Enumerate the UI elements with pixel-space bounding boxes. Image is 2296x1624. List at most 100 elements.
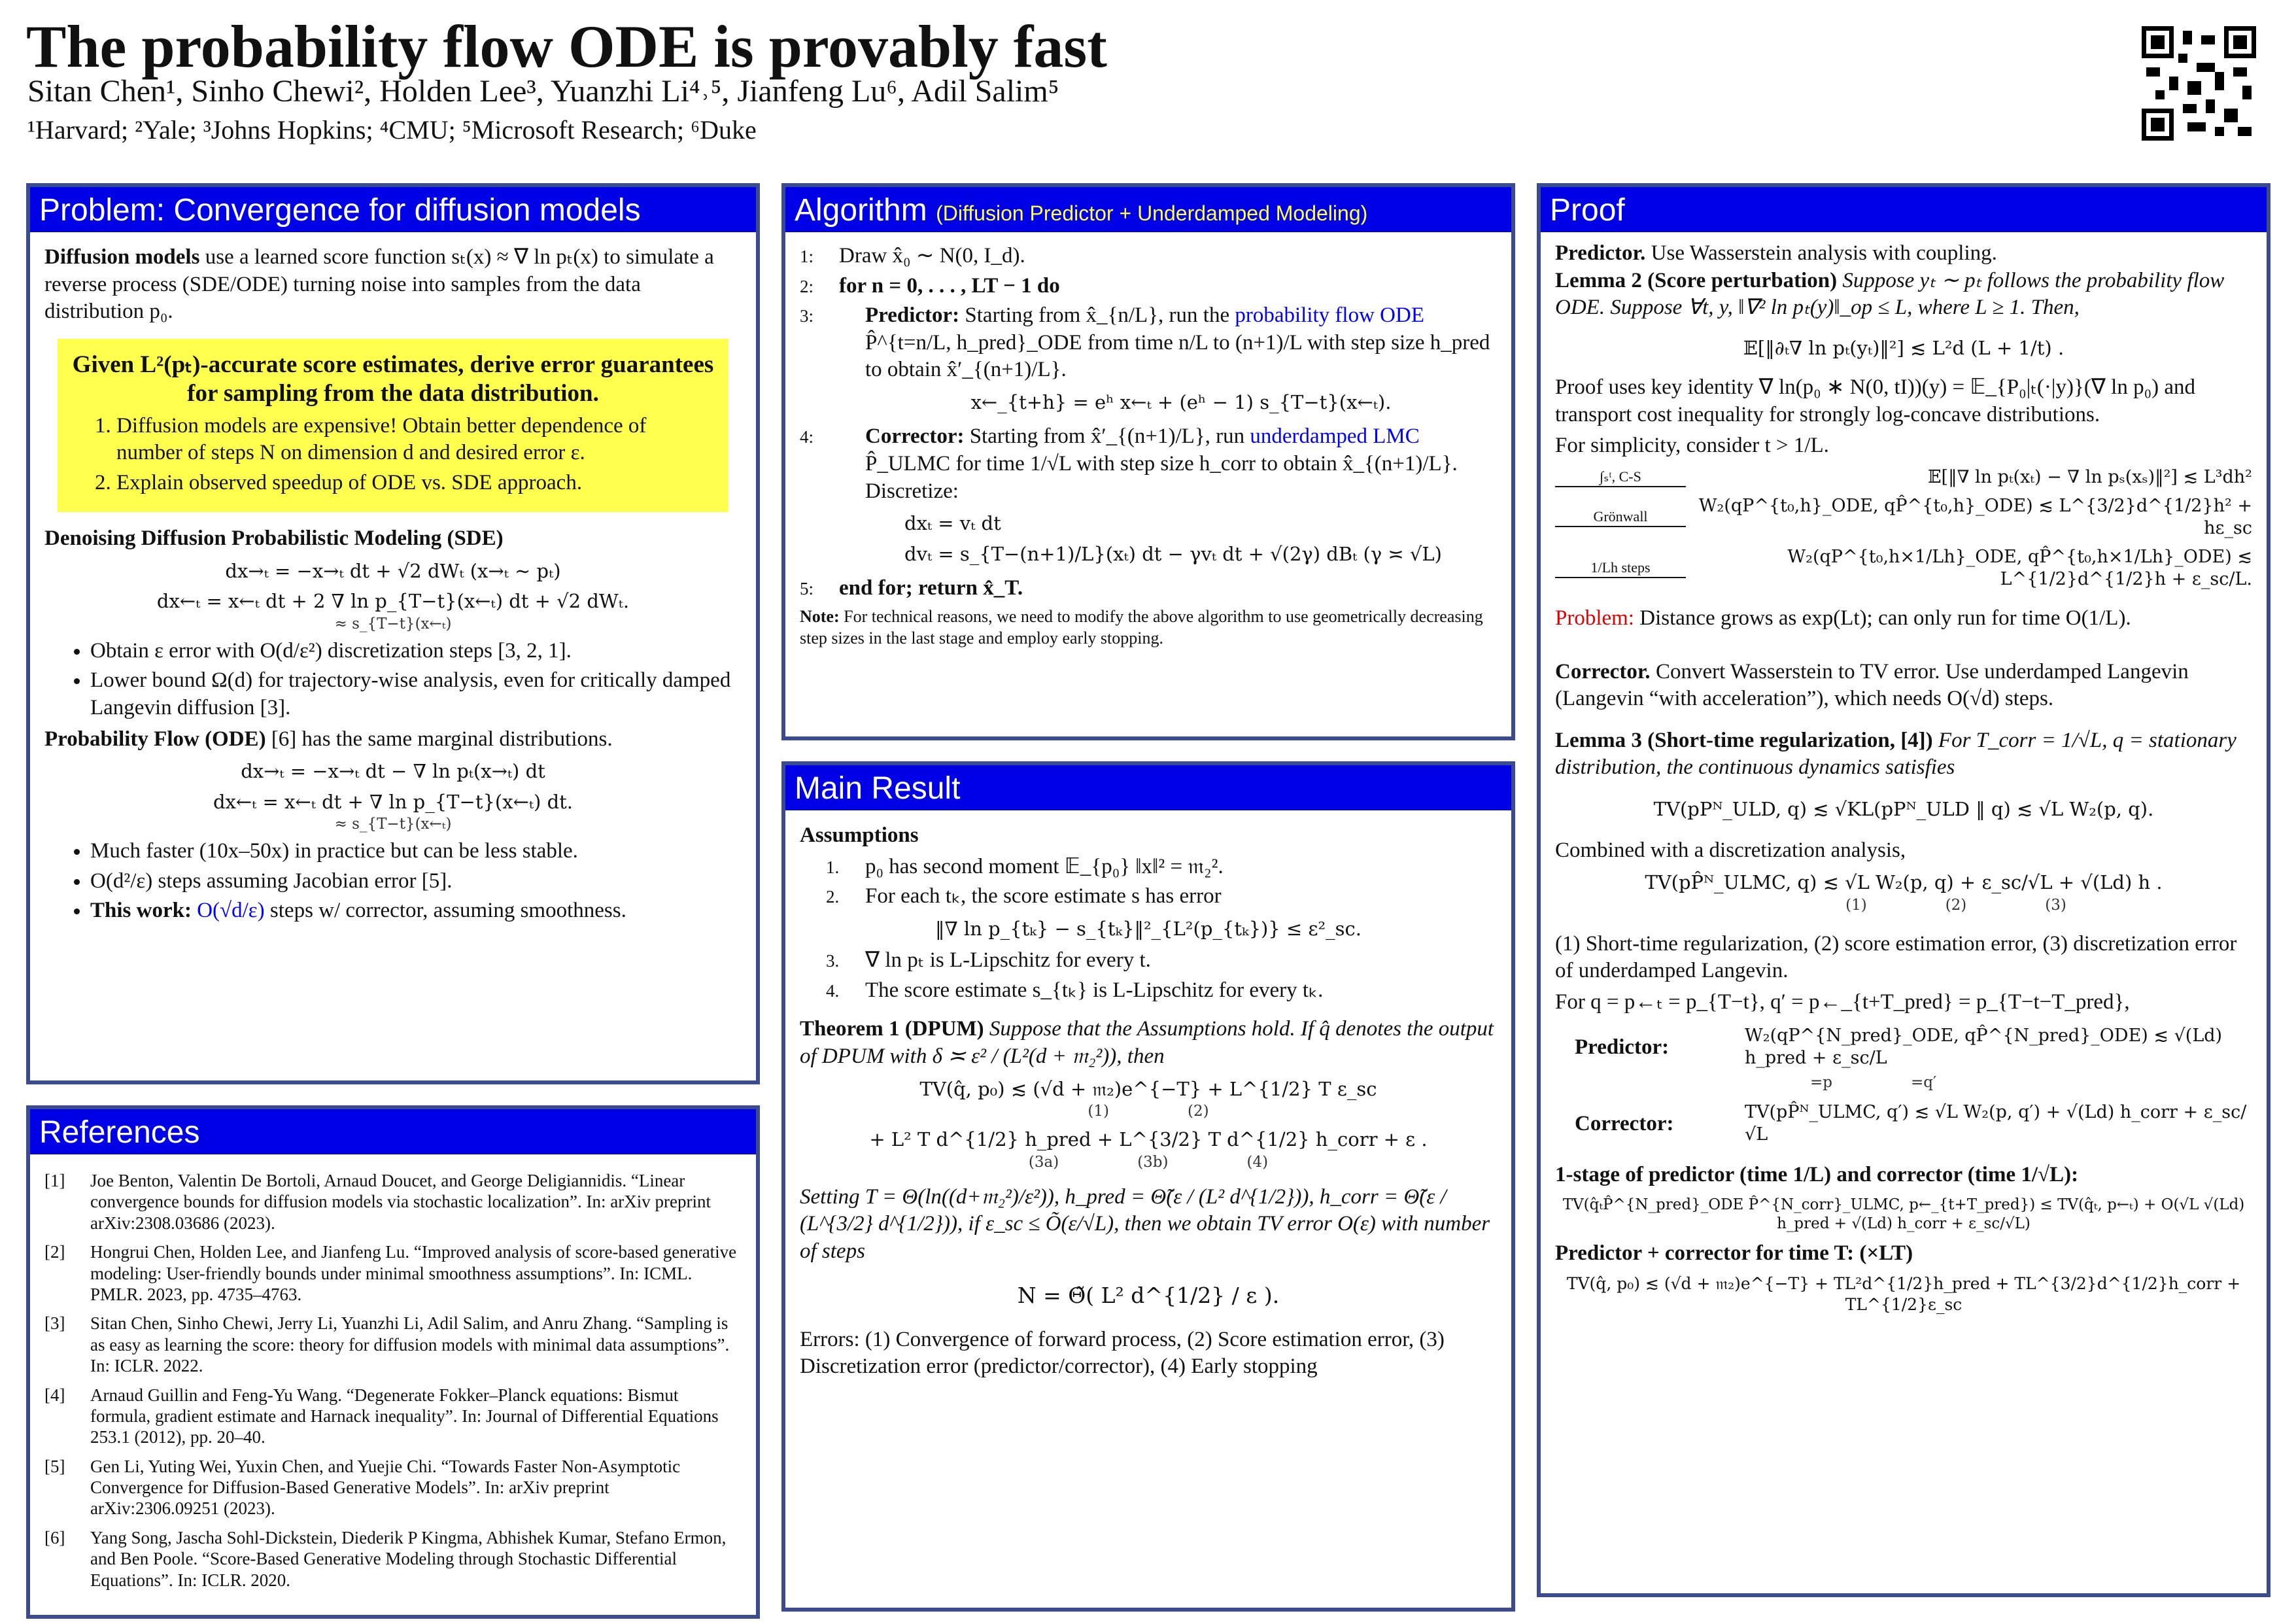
brace: ≈ s_{T−t}(x←ₜ) bbox=[44, 815, 742, 834]
reference: [4] Arnaud Guillin and Feng-Yu Wang. “Deg… bbox=[44, 1385, 742, 1448]
line-numbers: 2: bbox=[800, 276, 814, 296]
reference-number: [6] bbox=[44, 1527, 65, 1547]
reference: [6] Yang Song, Jascha Sohl-Dickstein, Die… bbox=[44, 1527, 742, 1591]
assumption-numbers: 3. bbox=[826, 951, 840, 971]
title: Proof bbox=[1541, 187, 2267, 232]
explanation: (1) Short-time regularization, (2) score… bbox=[1555, 931, 2237, 983]
chain: ∫ₛᵗ, C-S 𝔼[‖∇ ln pₜ(xₜ) − ∇ ln pₛ(xₛ)‖²] … bbox=[1555, 466, 2252, 489]
reference-number: [3] bbox=[44, 1313, 65, 1334]
key-identity: Proof uses key identity ∇ ln(p₀ ∗ N(0, t… bbox=[1555, 375, 2195, 426]
rect bbox=[2146, 67, 2160, 77]
rect bbox=[2169, 77, 2178, 90]
theorem-eq1: TV(q̂, p₀) ≲ (√d + 𝔪₂)e^{−T} + L^{1/2} T… bbox=[919, 1077, 1377, 1100]
title: References bbox=[30, 1109, 756, 1154]
combined: Combined with a discretization analysis, bbox=[1555, 838, 1906, 862]
rect bbox=[2233, 35, 2247, 49]
p: Lemma 3 (Short-time regularization, [4])… bbox=[1555, 727, 2252, 782]
main-result-panel: Main Result Assumptions 1. p₀ has second … bbox=[781, 761, 1515, 1612]
highlight-items: Explain observed speedup of ODE vs. SDE … bbox=[116, 470, 715, 497]
hd: Algorithm (Diffusion Predictor + Underda… bbox=[785, 187, 1511, 232]
p: Probability Flow (ODE) [6] has the same … bbox=[44, 726, 742, 753]
assumptions: ∇ ln pₜ is L-Lipschitz for every t. bbox=[865, 948, 1151, 973]
line5: end for; return x̂_T. bbox=[839, 576, 1023, 600]
assumptions-heading: Assumptions bbox=[800, 823, 919, 847]
assumption-numbers: 4. bbox=[826, 980, 840, 1001]
eq: W₂(qP^{t₀,h}_ODE, qP̂^{t₀,h}_ODE) ≲ L^{3… bbox=[1698, 496, 2252, 539]
step: ∫ₛᵗ, C-S bbox=[1555, 468, 1686, 487]
p: Setting T = Θ(ln((d+𝔪₂²)/ε²)), h_pred = … bbox=[800, 1184, 1497, 1266]
al: 4. The score estimate s_{tₖ} is L-Lipschi… bbox=[800, 977, 1497, 1005]
line3-lead: Predictor: bbox=[865, 303, 960, 328]
line3-a: Starting from x̂_{n/L}, run the bbox=[965, 303, 1230, 328]
reference-text: Sitan Chen, Sinho Chewi, Jerry Li, Yuanz… bbox=[90, 1313, 730, 1376]
brace: =p =q′ bbox=[1555, 1073, 2252, 1092]
combined-labels: (1) bbox=[1845, 896, 1867, 914]
total-eq: TV(q̂, p₀) ≲ (√d + 𝔪₂)e^{−T} + TL²d^{1/2… bbox=[1566, 1274, 2241, 1314]
lemma2-lead: Lemma 2 (Score perturbation) bbox=[1555, 268, 1838, 292]
row: Corrector: TV(pP̂ᴺ_ULMC, q′) ≲ √L W₂(p, q… bbox=[1555, 1101, 2252, 1146]
predictor-row-under: =p bbox=[1810, 1074, 1832, 1092]
subtitle: (Diffusion Predictor + Underdamped Model… bbox=[936, 201, 1368, 225]
ddpm-bullets: Lower bound Ω(d) for trajectory-wise ana… bbox=[90, 667, 742, 721]
p: Denoising Diffusion Probabilistic Modeli… bbox=[44, 525, 742, 553]
brace: ≈ s_{T−t}(x←ₜ) bbox=[44, 615, 742, 634]
chain: 1/Lh steps W₂(qP^{t₀,h×1/Lh}_ODE, qP̂^{t₀… bbox=[1555, 546, 2252, 591]
line3-eq: x←_{t+h} = eʰ x←ₜ + (eʰ − 1) s_{T−t}(x←ₜ… bbox=[970, 390, 1392, 413]
al: 5: end for; return x̂_T. bbox=[800, 575, 1497, 602]
rect bbox=[2151, 118, 2165, 131]
proof-panel: Proof Predictor. Use Wasserstein analysi… bbox=[1537, 183, 2270, 1597]
simplicity: For simplicity, consider t > 1/L. bbox=[1555, 434, 1829, 458]
note: For technical reasons, we need to modify… bbox=[800, 606, 1483, 648]
pf-heading-rest: [6] has the same marginal distributions. bbox=[271, 727, 613, 751]
poster-title: The probability flow ODE is provably fas… bbox=[26, 13, 1107, 80]
p: Theorem 1 (DPUM) Suppose that the Assump… bbox=[800, 1016, 1497, 1070]
div: Predictor: Starting from x̂_{n/L}, run t… bbox=[839, 302, 1497, 421]
al: 2: for n = 0, . . . , LT − 1 do bbox=[800, 273, 1497, 300]
rect bbox=[2242, 86, 2252, 99]
lemma3-lead: Lemma 3 (Short-time regularization, [4]) bbox=[1555, 728, 1933, 752]
theorem-text: Suppose that the Assumptions hold. If q̂… bbox=[800, 1017, 1494, 1068]
assumption-eq: ‖∇ ln p_{tₖ} − s_{tₖ}‖²_{L²(p_{tₖ})} ≤ ε… bbox=[934, 917, 1362, 940]
combined-labels: (3) bbox=[2045, 896, 2066, 914]
this-work-rate: O(√d/ε) bbox=[197, 899, 265, 923]
predictor-row-eq: W₂(qP^{N_pred}_ODE, qP̂^{N_pred}_ODE) ≲ … bbox=[1745, 1026, 2223, 1069]
reference-text: Yang Song, Jascha Sohl-Dickstein, Dieder… bbox=[90, 1527, 727, 1590]
bd: Assumptions 1. p₀ has second moment 𝔼_{p₀… bbox=[785, 810, 1511, 1392]
reference-number: [1] bbox=[44, 1171, 65, 1190]
rect bbox=[2197, 63, 2215, 72]
line3-b: P̂^{t=n/L, h_pred}_ODE from time n/L to … bbox=[865, 330, 1490, 382]
ddpm-heading: Denoising Diffusion Probabilistic Modeli… bbox=[44, 527, 504, 551]
brace: (1) (2) bbox=[800, 1102, 1497, 1121]
this-work-text: steps w/ corrector, assuming smoothness. bbox=[269, 899, 626, 923]
assumptions: For each tₖ, the score estimate s has er… bbox=[865, 884, 1222, 908]
p: Predictor + corrector for time T: (×LT) bbox=[1555, 1240, 2252, 1268]
rect bbox=[2151, 35, 2165, 49]
title: Main Result bbox=[785, 765, 1511, 810]
line1: Draw x̂₀ ∼ N(0, I_d). bbox=[839, 244, 1025, 268]
ul: Obtain ε error with O(d/ε²) discretizati… bbox=[44, 638, 742, 722]
predictor-lead: Predictor. bbox=[1555, 241, 1646, 265]
authors: Sitan Chen¹, Sinho Chewi², Holden Lee³, … bbox=[27, 74, 1059, 109]
line3-link: probability flow ODE bbox=[1235, 303, 1424, 328]
theorem-labels2: (4) bbox=[1246, 1153, 1269, 1171]
ddpm-equations: dx→ₜ = −x→ₜ dt + √2 dWₜ (x→ₜ ∼ pₜ) bbox=[225, 559, 561, 582]
theorem-labels2: (3a) bbox=[1028, 1153, 1059, 1171]
rect bbox=[2215, 127, 2224, 136]
yel: Given L²(pₜ)-accurate score estimates, d… bbox=[58, 338, 728, 513]
lemma3-text: For T_corr = 1/√L, q = stationary distri… bbox=[1555, 728, 2236, 780]
reference: [1] Joe Benton, Valentin De Bortoli, Arna… bbox=[44, 1170, 742, 1234]
errors: Errors: (1) Convergence of forward proce… bbox=[800, 1327, 1445, 1379]
line4-b: P̂_ULMC for time 1/√L with step size h_c… bbox=[865, 452, 1458, 503]
line-numbers: 4: bbox=[800, 427, 814, 447]
rect bbox=[2187, 81, 2201, 95]
lemma3-eq: TV(pPᴺ_ULD, q) ≲ √KL(pPᴺ_ULD ‖ q) ≲ √L W… bbox=[1653, 797, 2154, 820]
theorem-labels1: (2) bbox=[1188, 1103, 1209, 1120]
pf-heading: Probability Flow (ODE) bbox=[44, 727, 266, 751]
eq: 𝔼[‖∇ ln pₜ(xₜ) − ∇ ln pₛ(xₛ)‖²] ≲ L³dh² bbox=[1927, 467, 2252, 487]
line4-a: Starting from x̂′_{(n+1)/L}, run bbox=[969, 424, 1245, 449]
line-numbers: 3: bbox=[800, 306, 814, 326]
corrector-row-eq: TV(pP̂ᴺ_ULMC, q′) ≲ √L W₂(p, q′) + √(Ld)… bbox=[1745, 1102, 2247, 1145]
rect bbox=[2238, 127, 2252, 136]
note-lead: Note: bbox=[800, 606, 840, 626]
